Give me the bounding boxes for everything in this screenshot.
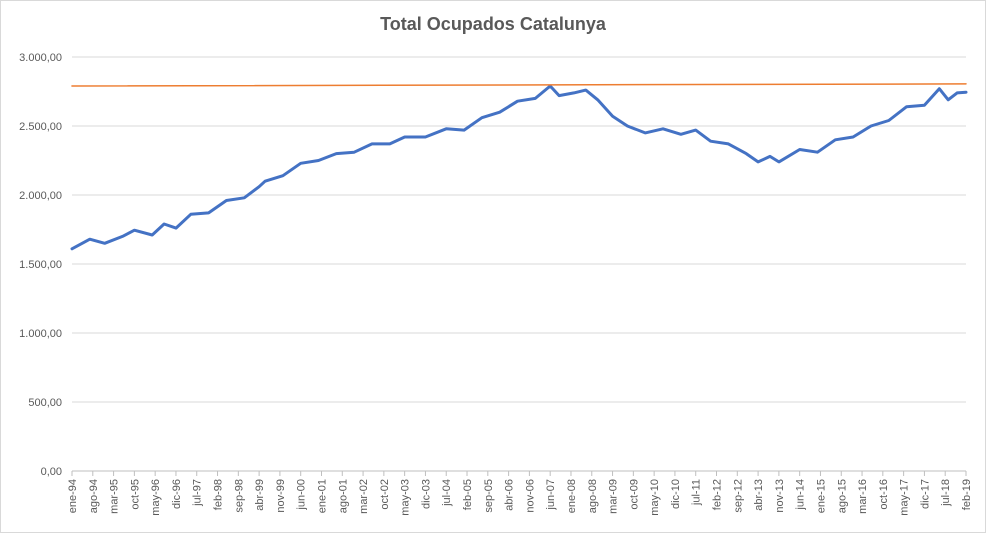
x-tick-label: dic-03 — [420, 479, 432, 509]
x-tick-label: ago-15 — [836, 479, 848, 513]
y-tick-label: 3.000,00 — [19, 52, 62, 64]
x-tick-label: mar-09 — [608, 479, 620, 514]
x-tick-label: feb-19 — [961, 479, 973, 510]
chart-title: Total Ocupados Catalunya — [380, 14, 606, 34]
x-tick-label: oct-95 — [129, 479, 141, 510]
y-tick-label: 500,00 — [28, 397, 62, 409]
x-tick-label: jul-97 — [192, 479, 204, 507]
x-tick-label: feb-98 — [213, 479, 225, 510]
x-tick-label: ene-15 — [815, 479, 827, 513]
x-tick-label: may-17 — [899, 479, 911, 516]
x-tick-label: sep-98 — [233, 479, 245, 513]
series-line-2 — [71, 83, 967, 87]
y-tick-label: 1.000,00 — [19, 328, 62, 340]
x-tick-label: jul-11 — [691, 479, 703, 506]
x-tick-label: may-10 — [649, 479, 661, 516]
x-tick-label: ago-94 — [88, 479, 100, 513]
x-tick-label: nov-06 — [524, 479, 536, 513]
x-tick-label: ene-01 — [316, 479, 328, 513]
series-line-1 — [70, 84, 968, 251]
x-axis-ticks: ene-94 ago-94 mar-95 oct-95 may-96 dic-96 jul-… — [67, 471, 973, 516]
y-axis-ticks: 0,00 500,00 1.000,00 1.500,00 2.000,00 2.500,… — [19, 52, 62, 478]
x-tick-label: oct-09 — [628, 479, 640, 510]
y-tick-label: 2.500,00 — [19, 121, 62, 133]
grid-layer — [72, 56, 966, 472]
x-tick-label: jun-07 — [545, 479, 557, 511]
x-tick-label: abr-13 — [753, 479, 765, 511]
x-tick-label: dic-96 — [171, 479, 183, 509]
x-tick-label: may-03 — [400, 479, 412, 516]
x-tick-label: oct-02 — [379, 479, 391, 510]
x-tick-label: dic-17 — [919, 479, 931, 509]
x-tick-label: ago-08 — [587, 479, 599, 513]
x-tick-label: jun-14 — [795, 479, 807, 511]
x-tick-label: feb-05 — [462, 479, 474, 510]
x-tick-label: sep-05 — [483, 479, 495, 513]
x-tick-label: ene-08 — [566, 479, 578, 513]
y-tick-label: 0,00 — [41, 466, 62, 478]
x-tick-label: mar-95 — [109, 479, 121, 514]
x-tick-label: mar-02 — [358, 479, 370, 514]
x-tick-label: jul-04 — [441, 479, 453, 507]
x-tick-label: abr-99 — [254, 479, 266, 511]
x-tick-label: jul-18 — [940, 479, 952, 507]
x-tick-label: oct-16 — [878, 479, 890, 510]
x-tick-label: ago-01 — [337, 479, 349, 513]
x-tick-label: nov-13 — [774, 479, 786, 513]
x-tick-label: jun-00 — [296, 479, 308, 511]
x-tick-label: feb-12 — [712, 479, 724, 510]
x-tick-label: abr-06 — [504, 479, 516, 511]
x-tick-label: may-96 — [150, 479, 162, 516]
x-tick-label: sep-12 — [732, 479, 744, 513]
series-layer — [70, 83, 968, 251]
y-tick-label: 2.000,00 — [19, 190, 62, 202]
x-tick-label: ene-94 — [67, 479, 79, 513]
x-tick-label: dic-10 — [670, 479, 682, 509]
x-tick-label: nov-99 — [275, 479, 287, 513]
x-tick-label: mar-16 — [857, 479, 869, 514]
y-tick-label: 1.500,00 — [19, 259, 62, 271]
